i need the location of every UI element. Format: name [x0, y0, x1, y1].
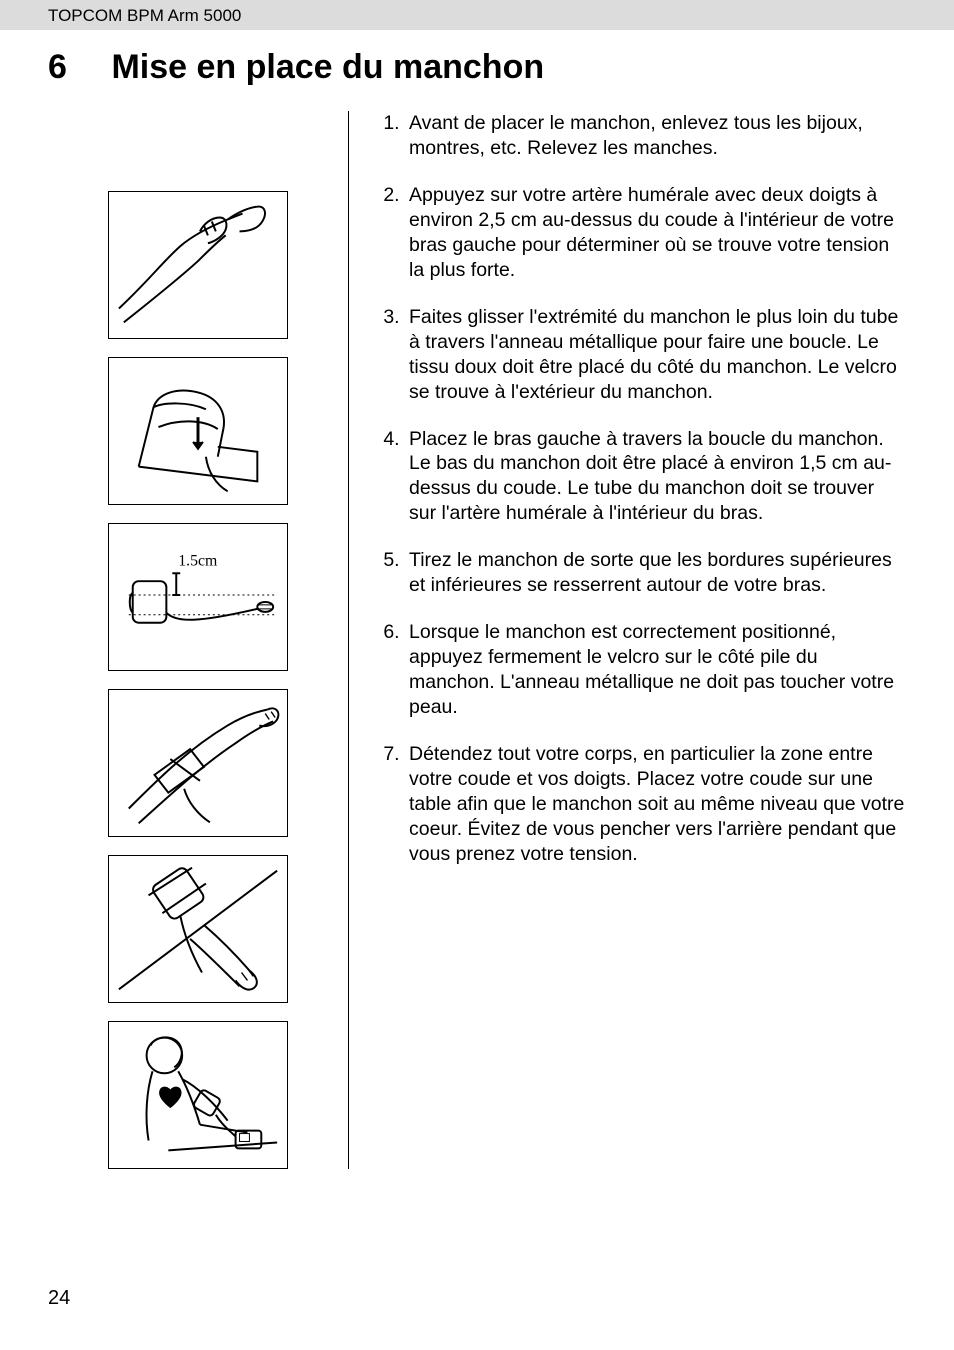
measure-label: 1.5cm [178, 552, 218, 569]
content-grid: 1.5cm [48, 111, 906, 1169]
illustration-cuff-loop [108, 357, 288, 505]
header-band: TOPCOM BPM Arm 5000 [0, 0, 954, 30]
page-number: 24 [48, 1287, 70, 1310]
step-item: Placez le bras gauche à travers la boucl… [405, 427, 906, 527]
illustration-arm-through-cuff [108, 689, 288, 837]
illustration-seated-measurement [108, 1021, 288, 1169]
product-name: TOPCOM BPM Arm 5000 [48, 6, 241, 25]
step-item: Appuyez sur votre artère humérale avec d… [405, 183, 906, 283]
illustration-column: 1.5cm [48, 111, 348, 1169]
section-heading: 6 Mise en place du manchon [48, 48, 906, 87]
instructions-column: Avant de placer le manchon, enlevez tous… [371, 111, 906, 1169]
illustration-locate-artery [108, 191, 288, 339]
illustration-cuff-position-measure: 1.5cm [108, 523, 288, 671]
manual-page: TOPCOM BPM Arm 5000 6 Mise en place du m… [0, 0, 954, 1350]
illustration-fasten-velcro [108, 855, 288, 1003]
step-item: Détendez tout votre corps, en particulie… [405, 742, 906, 867]
section-number: 6 [48, 48, 102, 87]
section-title-text: Mise en place du manchon [111, 48, 544, 86]
step-item: Avant de placer le manchon, enlevez tous… [405, 111, 906, 161]
step-item: Tirez le manchon de sorte que les bordur… [405, 548, 906, 598]
column-separator [348, 111, 349, 1169]
step-item: Faites glisser l'extrémité du manchon le… [405, 305, 906, 405]
step-item: Lorsque le manchon est correctement posi… [405, 620, 906, 720]
steps-list: Avant de placer le manchon, enlevez tous… [371, 111, 906, 867]
